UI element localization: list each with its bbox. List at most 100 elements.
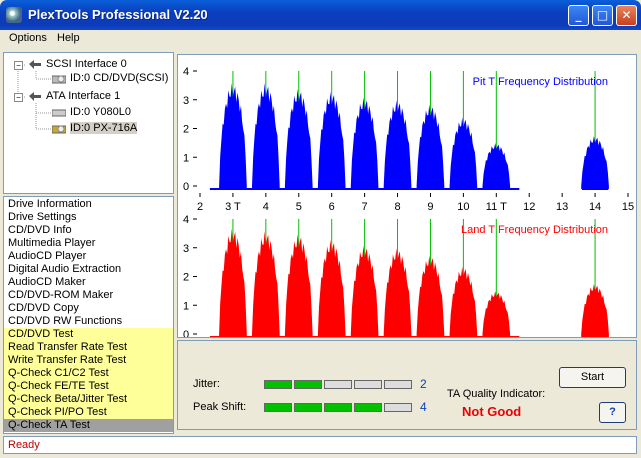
maximize-button[interactable]: □ (592, 5, 613, 26)
peak-shift-label: Peak Shift: (193, 401, 247, 413)
x-tick-label: 9 (427, 201, 433, 213)
distribution-peak (284, 233, 313, 337)
status-text: Ready (8, 439, 40, 451)
x-tick-label: 4 (263, 201, 269, 213)
hard-disk-icon (51, 107, 67, 118)
meter-segment (264, 380, 292, 389)
y-tick-label: 1 (183, 152, 189, 164)
title-bar[interactable]: PlexTools Professional V2.20 _ □ ✕ (0, 0, 641, 30)
x-tick-label: 10 (457, 201, 469, 213)
nav-item[interactable]: AudioCD Maker (8, 276, 86, 288)
jitter-label: Jitter: (193, 378, 220, 390)
x-tick-label: 13 (556, 201, 568, 213)
distribution-peak (350, 245, 379, 337)
distribution-peak (383, 100, 412, 189)
meter-segment (324, 403, 352, 412)
tree-node-scsi[interactable]: SCSI Interface 0 (28, 58, 127, 70)
close-button[interactable]: ✕ (616, 5, 637, 26)
tree-node-scsi-device[interactable]: ID:0 CD/DVD(SCSI) (51, 72, 168, 84)
y-tick-label: 1 (183, 300, 189, 312)
x-tick-label: 5 (296, 201, 302, 213)
minimize-button[interactable]: _ (568, 5, 589, 26)
nav-item[interactable]: Q-Check C1/C2 Test (4, 367, 173, 380)
ta-quality-label: TA Quality Indicator: (447, 388, 546, 400)
tree-node-ata[interactable]: ATA Interface 1 (28, 90, 120, 102)
nav-item[interactable]: Write Transfer Rate Test (4, 354, 173, 367)
x-tick-label: 8 (394, 201, 400, 213)
chart-title: Pit T Frequency Distribution (473, 76, 608, 88)
distribution-peak (449, 117, 478, 189)
nav-item[interactable]: CD/DVD RW Functions (8, 315, 123, 327)
nav-item[interactable]: Q-Check TA Test (4, 419, 173, 432)
distribution-peak (416, 255, 445, 337)
x-tick-label: 15 (622, 201, 634, 213)
x-tick-label: 7 (362, 201, 368, 213)
function-list[interactable]: Drive Information Drive Settings CD/DVD In… (3, 196, 174, 434)
distribution-peak (449, 266, 478, 337)
distribution-peak (317, 91, 346, 189)
nav-item[interactable]: Q-Check FE/TE Test (4, 380, 173, 393)
device-tree[interactable]: − SCSI Interface 0 ID:0 CD/DVD(SCSI) − A… (3, 52, 174, 194)
nav-item[interactable]: AudioCD Player (8, 250, 87, 262)
nav-item[interactable]: Drive Information (8, 198, 92, 210)
meter-segment (324, 380, 352, 389)
app-icon (6, 7, 22, 23)
jitter-meter (264, 380, 412, 389)
nav-item[interactable]: Q-Check PI/PO Test (4, 406, 173, 419)
x-tick-label: 12 (523, 201, 535, 213)
nav-item[interactable]: CD/DVD Test (4, 328, 173, 341)
help-button[interactable]: ? (599, 402, 626, 423)
collapse-icon[interactable]: − (14, 93, 23, 102)
tree-node-ata-burner[interactable]: ID:0 PX-716A (51, 122, 138, 134)
nav-item[interactable]: CD/DVD Info (8, 224, 72, 236)
x-tick-label: 11 T (486, 201, 507, 213)
nav-item[interactable]: Multimedia Player (8, 237, 96, 249)
distribution-peak (581, 284, 609, 337)
x-tick-label: 3 T (225, 201, 241, 213)
tree-lines (17, 64, 52, 130)
nav-item[interactable]: Digital Audio Extraction (8, 263, 122, 275)
y-tick-label: 3 (183, 95, 189, 107)
y-tick-label: 2 (183, 272, 189, 284)
menu-options[interactable]: Options (9, 32, 47, 44)
distribution-peak (482, 291, 511, 337)
tree-node-ata-disk[interactable]: ID:0 Y080L0 (51, 106, 131, 118)
status-bar: Ready (3, 436, 637, 454)
ta-quality-value: Not Good (462, 404, 522, 419)
meter-segment (384, 403, 412, 412)
results-panel: Jitter: 2 Peak Shift: 4 TA Quality Indic… (177, 340, 637, 430)
scsi-icon (28, 59, 42, 70)
x-tick-label: 14 (589, 201, 601, 213)
distribution-peak (219, 83, 247, 189)
meter-segment (294, 403, 322, 412)
collapse-icon[interactable]: − (14, 61, 23, 70)
distribution-peak (416, 104, 445, 189)
x-tick-label: 2 (197, 201, 203, 213)
nav-item[interactable]: Read Transfer Rate Test (4, 341, 173, 354)
nav-item[interactable]: Drive Settings (8, 211, 77, 223)
distribution-peak (284, 88, 313, 189)
y-tick-label: 4 (183, 214, 189, 226)
jitter-value: 2 (420, 377, 427, 391)
distribution-peak (219, 228, 247, 337)
distribution-peak (482, 143, 511, 189)
cd-drive-icon (51, 123, 67, 134)
nav-item[interactable]: Q-Check Beta/Jitter Test (4, 393, 173, 406)
cd-drive-icon (51, 73, 67, 84)
nav-item[interactable]: CD/DVD Copy (8, 302, 79, 314)
meter-segment (264, 403, 292, 412)
peak-shift-meter (264, 403, 412, 412)
x-tick-label: 6 (329, 201, 335, 213)
distribution-peak (252, 83, 280, 189)
menu-help[interactable]: Help (57, 32, 80, 44)
start-button[interactable]: Start (559, 367, 626, 388)
window-title: PlexTools Professional V2.20 (28, 7, 208, 22)
nav-item[interactable]: CD/DVD-ROM Maker (8, 289, 114, 301)
meter-segment (354, 403, 382, 412)
y-tick-label: 4 (183, 66, 189, 78)
y-tick-label: 0 (183, 329, 189, 337)
distribution-peak (581, 136, 609, 189)
meter-segment (294, 380, 322, 389)
